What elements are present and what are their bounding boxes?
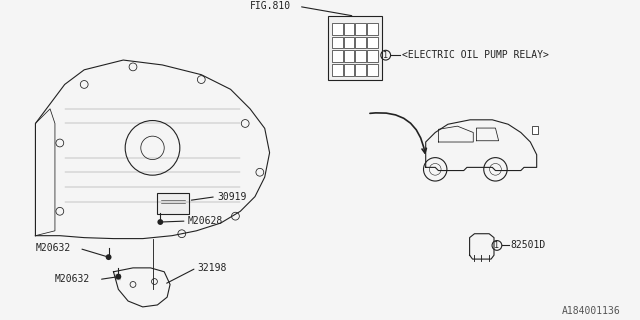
Text: M20628: M20628 bbox=[188, 216, 223, 226]
Bar bbox=[355, 50, 366, 62]
Bar bbox=[344, 50, 355, 62]
FancyArrowPatch shape bbox=[370, 113, 426, 153]
Text: 30919: 30919 bbox=[217, 192, 246, 202]
Text: 82501D: 82501D bbox=[511, 240, 546, 251]
Bar bbox=[344, 36, 355, 48]
Bar bbox=[344, 23, 355, 35]
Text: A184001136: A184001136 bbox=[563, 306, 621, 316]
Bar bbox=[332, 50, 343, 62]
FancyBboxPatch shape bbox=[157, 193, 189, 214]
Bar bbox=[332, 23, 343, 35]
Text: 32198: 32198 bbox=[197, 263, 227, 273]
Circle shape bbox=[106, 254, 111, 260]
Bar bbox=[367, 50, 378, 62]
Bar bbox=[344, 64, 355, 76]
Text: 1: 1 bbox=[495, 241, 499, 250]
Bar bbox=[355, 64, 366, 76]
Text: M20632: M20632 bbox=[55, 274, 90, 284]
FancyBboxPatch shape bbox=[328, 16, 382, 80]
Text: 1: 1 bbox=[383, 51, 388, 60]
Bar bbox=[367, 64, 378, 76]
Bar bbox=[332, 36, 343, 48]
Text: <ELECTRIC OIL PUMP RELAY>: <ELECTRIC OIL PUMP RELAY> bbox=[403, 50, 549, 60]
Bar bbox=[332, 64, 343, 76]
Bar bbox=[367, 36, 378, 48]
Bar bbox=[355, 36, 366, 48]
Bar bbox=[532, 126, 538, 134]
Circle shape bbox=[115, 274, 122, 280]
Bar bbox=[355, 23, 366, 35]
Text: FIG.810: FIG.810 bbox=[250, 1, 291, 12]
Circle shape bbox=[157, 219, 163, 225]
Bar bbox=[367, 23, 378, 35]
Text: M20632: M20632 bbox=[35, 244, 70, 253]
